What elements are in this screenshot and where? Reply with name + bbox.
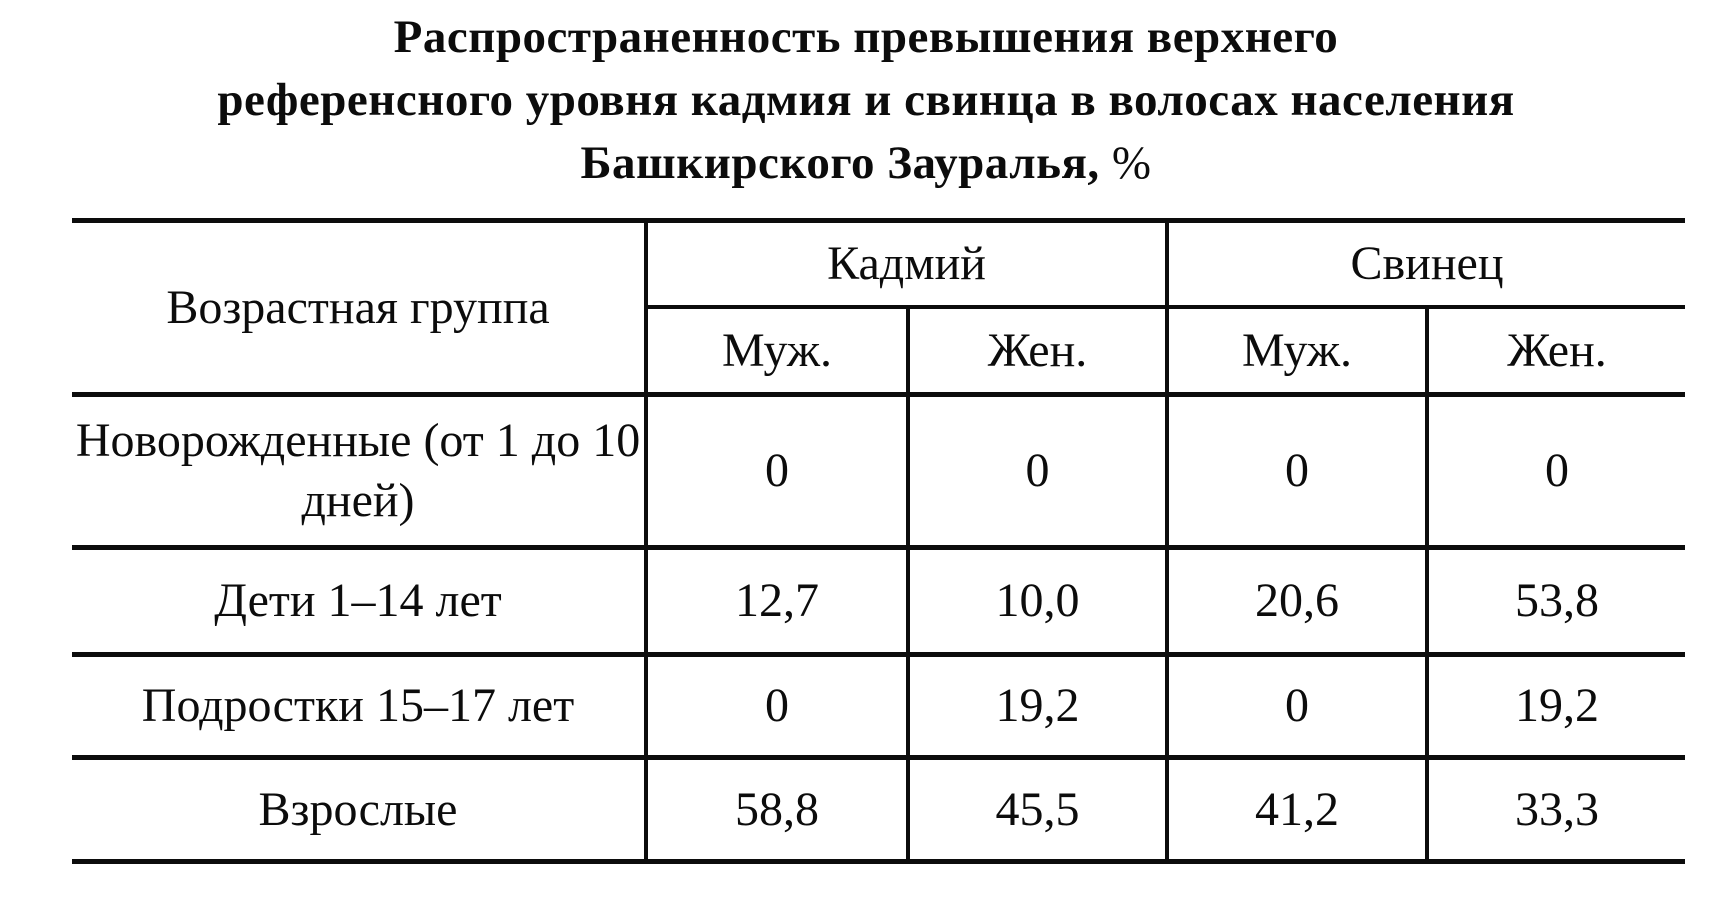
title-line-3: Башкирского Зауралья, % — [0, 132, 1732, 195]
title-line-3-bold: Башкирского Зауралья, — [580, 137, 1100, 189]
value-cadmium-female: 45,5 — [905, 757, 1168, 864]
value-cadmium-male: 12,7 — [644, 547, 908, 657]
header-row-sex: Муж. Жен. Муж. Жен. — [72, 307, 1686, 397]
table-row-adults: Взрослые 58,8 45,5 41,2 33,3 — [72, 757, 1686, 864]
column-header-lead: Свинец — [1165, 220, 1686, 309]
value-lead-female: 33,3 — [1425, 757, 1686, 864]
value-cadmium-male: 0 — [644, 654, 908, 760]
column-header-cadmium: Кадмий — [643, 220, 1168, 309]
row-label: Взрослые — [72, 757, 648, 864]
page-title: Распространенность превышения верхнего р… — [0, 6, 1732, 195]
title-line-2: референсного уровня кадмия и свинца в во… — [217, 74, 1515, 126]
row-label: Дети 1–14 лет — [72, 547, 648, 657]
value-cadmium-female: 0 — [905, 394, 1168, 550]
table-row-newborns: Новорожденные (от 1 до 10 дней) 0 0 0 0 — [72, 394, 1686, 550]
row-label: Новорожденные (от 1 до 10 дней) — [72, 394, 648, 550]
value-lead-male: 0 — [1165, 654, 1428, 760]
percent-sign: % — [1111, 137, 1152, 189]
column-header-cadmium-male: Муж. — [644, 307, 908, 397]
value-lead-male: 0 — [1165, 394, 1428, 550]
value-cadmium-male: 0 — [644, 394, 908, 550]
value-lead-female: 53,8 — [1425, 547, 1686, 657]
value-lead-male: 41,2 — [1165, 757, 1428, 864]
column-header-lead-female: Жен. — [1425, 307, 1686, 397]
column-header-lead-male: Муж. — [1165, 307, 1428, 397]
title-line-1: Распространенность превышения верхнего — [393, 11, 1339, 63]
value-cadmium-male: 58,8 — [644, 757, 908, 864]
value-lead-female: 19,2 — [1425, 654, 1686, 760]
table-row-children: Дети 1–14 лет 12,7 10,0 20,6 53,8 — [72, 547, 1686, 657]
prevalence-table: Возрастная группа Кадмий Свинец Муж. Жен… — [72, 218, 1686, 864]
value-cadmium-female: 10,0 — [905, 547, 1168, 657]
value-cadmium-female: 19,2 — [905, 654, 1168, 760]
row-label: Подростки 15–17 лет — [72, 654, 648, 760]
column-header-age-group: Возрастная группа — [72, 220, 648, 397]
column-header-cadmium-female: Жен. — [905, 307, 1168, 397]
header-row-groups: Возрастная группа Кадмий Свинец — [72, 220, 1686, 397]
value-lead-female: 0 — [1425, 394, 1686, 550]
value-lead-male: 20,6 — [1165, 547, 1428, 657]
table-row-teenagers: Подростки 15–17 лет 0 19,2 0 19,2 — [72, 654, 1686, 760]
